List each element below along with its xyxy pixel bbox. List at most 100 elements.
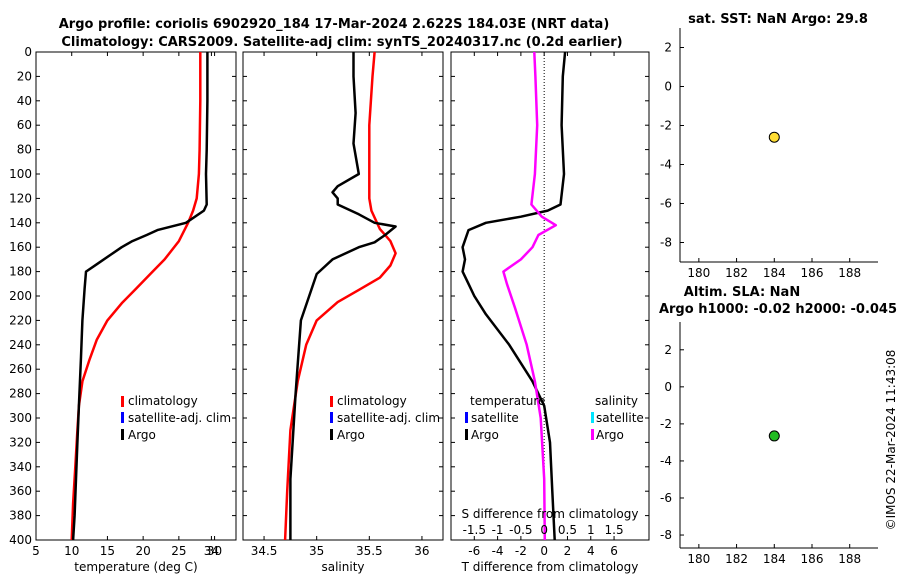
- x-tick-label: 2: [564, 544, 572, 558]
- series-line-s-difference-argo: [502, 51, 558, 541]
- y-tick-label: 220: [9, 313, 32, 327]
- x-tick-label: 35: [309, 544, 324, 558]
- x-tick-label: -2: [515, 544, 527, 558]
- sst-y-ticks: 2 0 -2 -4 -6 -8: [660, 41, 684, 250]
- x-tick-label: 184: [763, 266, 786, 280]
- y-tick-label: 0: [664, 80, 672, 94]
- legend-label-t-argo: Argo: [471, 428, 499, 442]
- sst-points: [768, 131, 780, 143]
- sst-x-ticks: 180 182 184 186 188: [687, 258, 861, 280]
- legend-label-satellite: satellite-adj. clim: [128, 411, 231, 425]
- y-tick-label: -8: [660, 236, 672, 250]
- salinity-x-ticks: 34 34.5 35 35.5 36: [204, 52, 430, 558]
- s-difference-tick-labels: -1.5 -1 -0.5 0 0.5 1 1.5: [463, 523, 624, 537]
- x-tick-label: 186: [801, 552, 824, 566]
- y-tick-label: -6: [660, 197, 672, 211]
- temperature-series: [70, 52, 209, 541]
- s-diff-tick-label: 0: [540, 523, 548, 537]
- legend-label-t-satellite: satellite: [471, 411, 519, 425]
- difference-x-ticks: -6 -4 -2 0 2 4 6: [468, 52, 618, 558]
- y-tick-label: 340: [9, 460, 32, 474]
- series-line-argo: [71, 52, 209, 541]
- legend-title-salinity: salinity: [595, 394, 638, 408]
- y-tick-label: 160: [9, 240, 32, 254]
- temperature-diff-legend: temperature satellite Argo: [465, 394, 545, 442]
- x-tick-label: 184: [763, 552, 786, 566]
- y-tick-label: 80: [17, 143, 32, 157]
- x-tick-label: 188: [838, 266, 861, 280]
- y-tick-label: 2: [664, 343, 672, 357]
- temperature-xlabel: temperature (deg C): [74, 560, 197, 574]
- sla-x-ticks: 180 182 184 186 188: [687, 544, 861, 566]
- salinity-y-ticks: [243, 51, 443, 541]
- series-line-argo: [289, 52, 397, 540]
- x-tick-label: 180: [687, 552, 710, 566]
- temperature-legend: climatology satellite-adj. clim Argo: [121, 394, 231, 442]
- sla-marker: [768, 430, 780, 442]
- y-tick-label: 100: [9, 167, 32, 181]
- y-tick-label: 60: [17, 118, 32, 132]
- y-tick-label: -4: [660, 454, 672, 468]
- y-tick-label: 2: [664, 41, 672, 55]
- s-diff-tick-label: 1.5: [605, 523, 624, 537]
- series-line-climatology: [283, 51, 397, 541]
- temperature-panel: 0 20 40 60 80 100 120 140 160 180 200 220 240 260 280 3…: [9, 45, 237, 574]
- x-tick-label: 34.5: [251, 544, 278, 558]
- x-tick-label: -6: [468, 544, 480, 558]
- y-tick-label: 180: [9, 265, 32, 279]
- y-tick-label: 120: [9, 191, 32, 205]
- legend-swatch-s-satellite: [591, 412, 594, 423]
- s-diff-tick-label: 1: [587, 523, 595, 537]
- x-tick-label: 36: [414, 544, 429, 558]
- s-diff-tick-label: -0.5: [509, 523, 532, 537]
- sst-title: sat. SST: NaN Argo: 29.8: [688, 12, 868, 27]
- legend-swatch-climatology: [121, 396, 124, 407]
- x-tick-label: 30: [207, 544, 222, 558]
- y-tick-label: 20: [17, 69, 32, 83]
- difference-xlabel: T difference from climatology: [461, 560, 639, 574]
- x-tick-label: 34: [204, 544, 219, 558]
- legend-swatch-s-argo: [591, 429, 594, 440]
- temperature-x-ticks: 5 10 15 20 25 30: [32, 52, 222, 558]
- salinity-series: [283, 51, 397, 541]
- y-tick-label: 240: [9, 338, 32, 352]
- legend-label-argo: Argo: [128, 428, 156, 442]
- difference-y-ticks: [451, 51, 649, 541]
- legend-label-climatology: climatology: [337, 394, 407, 408]
- x-tick-label: 182: [725, 266, 748, 280]
- sla-title-line1: Altim. SLA: NaN: [684, 285, 800, 300]
- y-tick-label: 400: [9, 533, 32, 547]
- x-tick-label: 182: [725, 552, 748, 566]
- y-tick-label: 0: [664, 380, 672, 394]
- salinity-panel: 34 34.5 35 35.5 36 salinity climatology sate…: [204, 51, 444, 574]
- y-tick-label: 320: [9, 435, 32, 449]
- legend-swatch-satellite: [330, 412, 333, 423]
- x-tick-label: 186: [801, 266, 824, 280]
- x-tick-label: 20: [136, 544, 151, 558]
- salinity-diff-legend: salinity satellite Argo: [591, 394, 644, 442]
- s-diff-tick-label: -1: [492, 523, 504, 537]
- x-tick-label: 10: [64, 544, 79, 558]
- sla-title-line2: Argo h1000: -0.02 h2000: -0.045: [659, 302, 897, 317]
- x-tick-label: -4: [492, 544, 504, 558]
- x-tick-label: 15: [100, 544, 115, 558]
- x-tick-label: 180: [687, 266, 710, 280]
- imos-timestamp: ©IMOS 22-Mar-2024 11:43:08: [884, 350, 898, 531]
- sst-marker: [768, 131, 780, 143]
- legend-label-climatology: climatology: [128, 394, 198, 408]
- y-tick-label: -6: [660, 491, 672, 505]
- legend-label-s-argo: Argo: [596, 428, 624, 442]
- legend-label-argo: Argo: [337, 428, 365, 442]
- s-diff-tick-label: -1.5: [463, 523, 486, 537]
- y-tick-label: -8: [660, 528, 672, 542]
- salinity-legend: climatology satellite-adj. clim Argo: [330, 394, 440, 442]
- y-tick-label: 0: [24, 45, 32, 59]
- legend-swatch-argo: [121, 429, 124, 440]
- x-tick-label: 35.5: [356, 544, 383, 558]
- x-tick-label: 6: [610, 544, 618, 558]
- x-tick-label: 5: [32, 544, 40, 558]
- x-tick-label: 25: [171, 544, 186, 558]
- y-tick-label: 360: [9, 484, 32, 498]
- series-line-t-difference-argo: [461, 51, 567, 541]
